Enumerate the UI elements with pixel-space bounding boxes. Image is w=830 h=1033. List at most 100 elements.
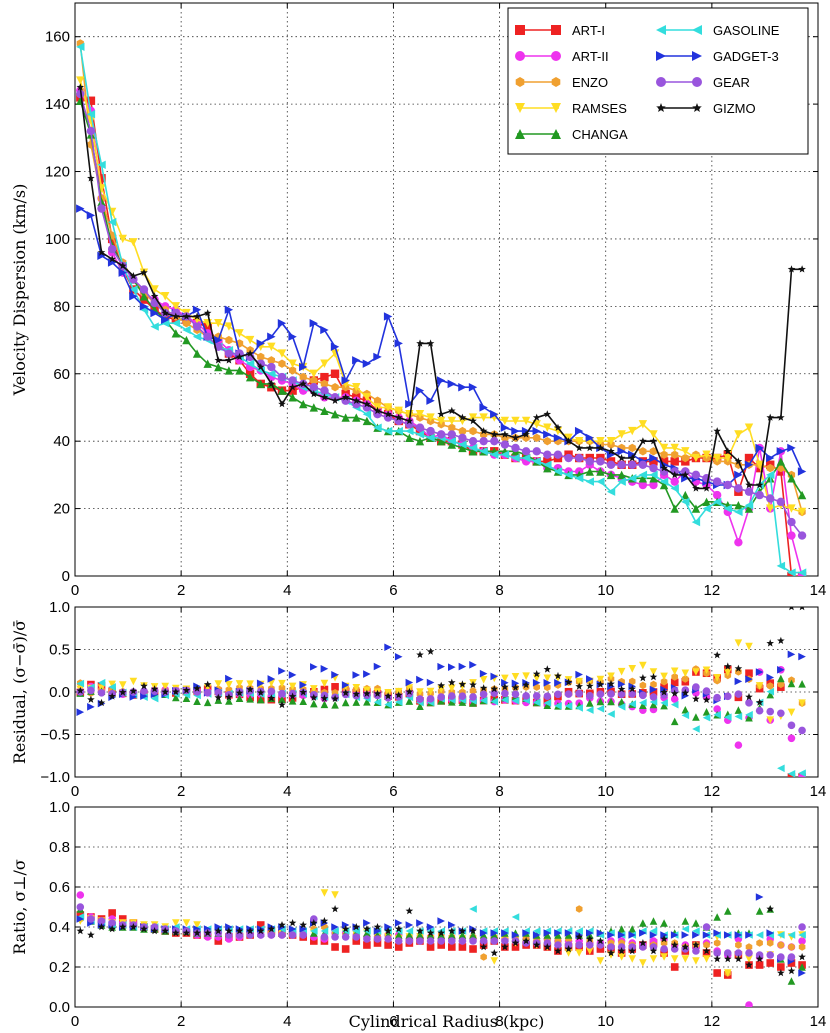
ratio-point: [734, 955, 743, 963]
residual-point: [469, 661, 477, 669]
residual-point: [575, 677, 583, 686]
ratio-point: [649, 917, 658, 925]
ratio-point: [575, 941, 583, 949]
data-point: [341, 413, 350, 422]
ratio-point: [660, 945, 668, 953]
residual-point: [713, 693, 721, 702]
residual-point: [723, 713, 732, 722]
data-point: [182, 312, 191, 320]
data-point: [628, 454, 637, 462]
residual-xtick-label: 2: [177, 783, 185, 800]
legend-entry-art-ii: ART-II: [515, 49, 609, 64]
data-point: [108, 255, 116, 263]
ratio-point: [511, 913, 520, 921]
residual-point: [681, 711, 690, 720]
residual-point: [246, 680, 254, 688]
ratio-point: [363, 935, 371, 943]
residual-point: [575, 670, 583, 679]
ratio-point: [331, 923, 339, 931]
data-point: [415, 436, 425, 446]
residual-point: [352, 671, 361, 679]
main-ylabel: Velocity Dispersion (km/s): [10, 184, 29, 397]
main-xtick-label: 2: [177, 582, 185, 599]
residual-point: [798, 726, 806, 735]
ratio-point: [501, 937, 509, 945]
data-point: [458, 433, 467, 443]
data-point: [394, 426, 403, 436]
residual-point: [140, 687, 148, 695]
data-point: [543, 450, 552, 459]
data-point: [383, 403, 393, 412]
data-point: [309, 403, 319, 412]
ratio-point: [755, 907, 764, 915]
ratio-point: [373, 935, 382, 943]
data-point: [458, 383, 467, 392]
legend-label: GASOLINE: [713, 23, 780, 38]
ratio-point: [522, 929, 530, 937]
ratio-point: [713, 955, 721, 963]
residual-point: [511, 690, 520, 698]
data-point: [362, 410, 372, 419]
residual-xtick-label: 14: [810, 783, 827, 800]
data-point: [87, 174, 95, 182]
residual-point: [575, 704, 583, 712]
data-point: [691, 470, 701, 480]
residual-point: [639, 661, 647, 670]
ratio-point: [787, 959, 796, 967]
residual-point: [108, 692, 116, 700]
legend-label: RAMSES: [572, 101, 627, 116]
residual-point: [543, 674, 552, 683]
ratio-point: [394, 943, 403, 951]
ratio-point: [405, 937, 414, 945]
residual-ytick-label: 0.0: [49, 684, 70, 701]
residual-point: [585, 675, 594, 683]
legend-entry-gizmo: GIZMO: [656, 101, 756, 116]
residual-point: [670, 700, 679, 709]
ratio-point: [501, 929, 509, 937]
residual-point: [501, 683, 509, 691]
residual-point: [458, 692, 467, 700]
residual-point: [437, 662, 445, 671]
residual-point: [172, 687, 180, 696]
data-point: [150, 322, 159, 331]
data-point: [394, 413, 403, 421]
ratio-point: [628, 925, 637, 933]
data-point: [574, 436, 584, 446]
main-ytick-label: 140: [45, 96, 70, 113]
data-point: [787, 474, 796, 483]
data-point: [500, 423, 510, 432]
residual-point: [532, 698, 541, 707]
data-point: [405, 433, 414, 443]
residual-point: [628, 690, 637, 698]
residual-point: [352, 698, 361, 706]
residual-point: [766, 716, 775, 724]
data-point: [171, 302, 181, 311]
residual-point: [543, 699, 552, 707]
ratio-point: [692, 931, 700, 939]
residual-point: [702, 666, 711, 675]
data-point: [373, 396, 382, 405]
legend-marker: [551, 103, 561, 113]
residual-point: [331, 683, 339, 691]
residual-point: [76, 708, 85, 716]
legend-entry-gasoline: GASOLINE: [656, 23, 780, 38]
data-point: [776, 457, 786, 466]
data-point: [192, 305, 202, 314]
data-point: [129, 272, 138, 280]
ratio-point: [341, 925, 350, 933]
data-point: [309, 319, 319, 328]
residual-point: [172, 693, 180, 702]
main-frame: [74, 2, 819, 577]
residual-point: [649, 668, 658, 676]
data-point: [309, 369, 319, 378]
residual-point: [554, 679, 562, 687]
data-point: [86, 96, 96, 105]
residual-point: [596, 675, 605, 684]
residual-point: [363, 689, 371, 697]
residual-point: [670, 667, 679, 676]
data-point: [76, 204, 85, 213]
residual-point: [543, 701, 552, 710]
ratio-point: [787, 931, 796, 939]
residual-point: [384, 692, 392, 700]
ratio-point: [341, 945, 350, 953]
